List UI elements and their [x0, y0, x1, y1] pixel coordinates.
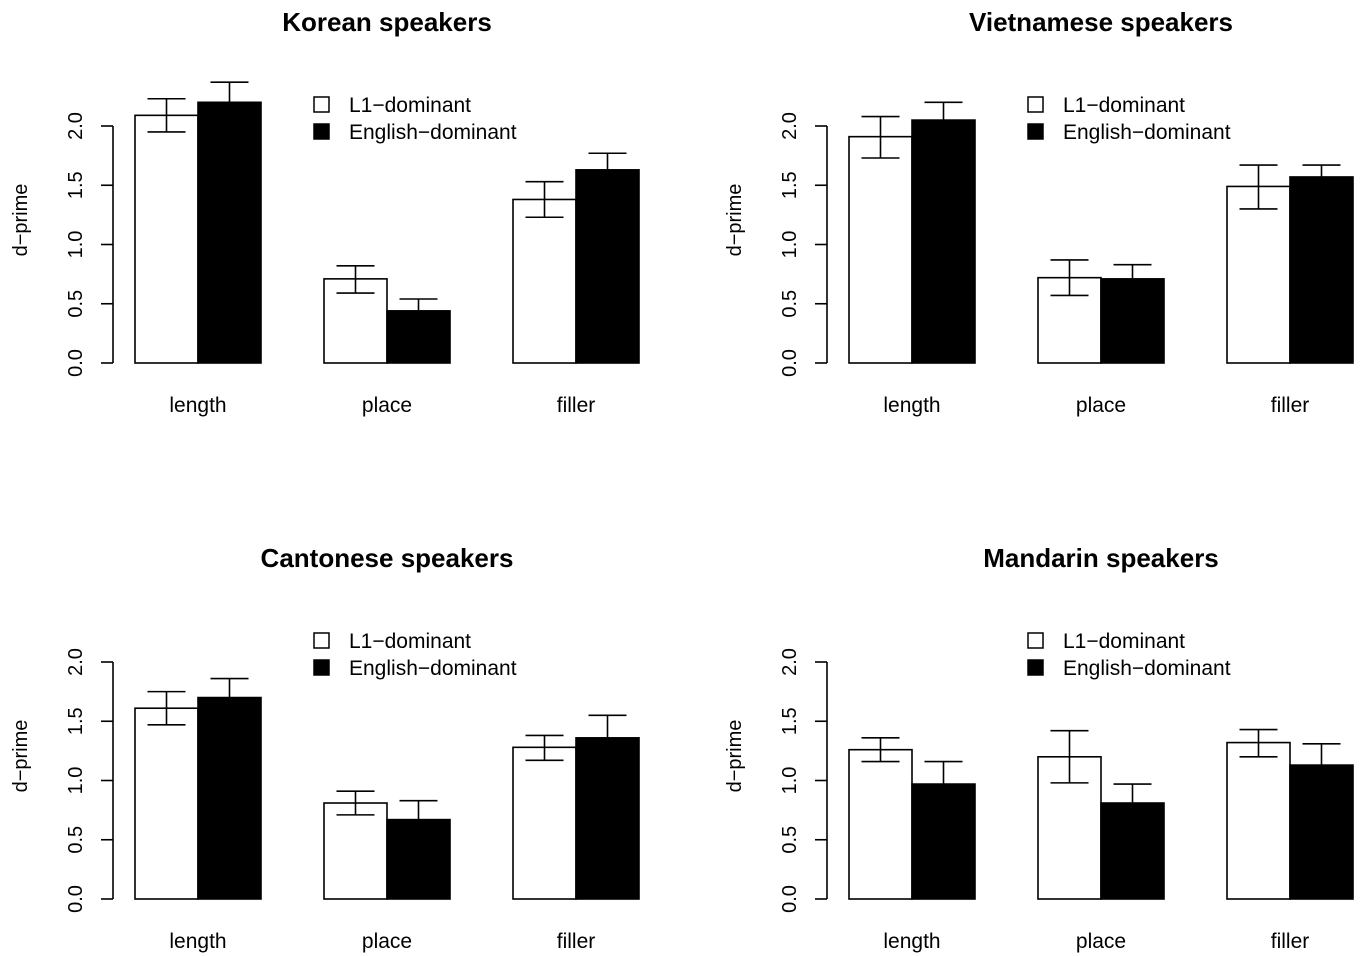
bar-filler-english-dominant: [575, 737, 640, 900]
y-tick-label: 2.0: [65, 648, 87, 676]
bar-length-english-dominant: [197, 696, 262, 900]
bar-filler-l1-dominant: [512, 746, 577, 900]
x-category-label: length: [169, 394, 226, 417]
x-category-label: filler: [557, 394, 596, 417]
y-tick-label: 2.0: [65, 112, 87, 140]
chart-title: Korean speakers: [282, 7, 492, 37]
bar-length-l1-dominant: [848, 135, 913, 364]
x-category-label: filler: [1271, 394, 1310, 417]
chart-title: Cantonese speakers: [261, 543, 514, 573]
legend-label: English−dominant: [349, 657, 517, 680]
legend-swatch: [313, 96, 330, 113]
bar-filler-english-dominant: [575, 169, 640, 364]
chart-panel-2: Cantonese speakers 0.0 0.5 1.0 1.5 2.0 d−prime…: [10, 543, 640, 953]
legend-swatch: [313, 123, 330, 140]
bar-filler-l1-dominant: [512, 198, 577, 364]
x-category-label: length: [883, 930, 940, 953]
y-tick-label: 0.0: [779, 885, 801, 913]
y-axis-label: d−prime: [10, 720, 32, 793]
bar-length-l1-dominant: [134, 707, 199, 900]
bar-filler-l1-dominant: [1226, 185, 1291, 364]
y-tick-label: 1.5: [779, 707, 801, 735]
bar-place-l1-dominant: [323, 802, 388, 900]
x-category-label: length: [883, 394, 940, 417]
bar-filler-english-dominant: [1289, 176, 1354, 364]
chart-panel-0: Korean speakers 0.0 0.5 1.0 1.5 2.0 d−prime len…: [10, 7, 640, 417]
bar-filler-l1-dominant: [1226, 741, 1291, 900]
legend-swatch: [313, 632, 330, 649]
legend-swatch: [1027, 632, 1044, 649]
y-tick-label: 1.0: [779, 767, 801, 795]
x-category-label: length: [169, 930, 226, 953]
legend-swatch: [1027, 123, 1044, 140]
bar-length-english-dominant: [911, 119, 976, 364]
legend-label: L1−dominant: [349, 94, 471, 117]
x-category-label: place: [362, 394, 412, 417]
y-tick-label: 1.0: [779, 231, 801, 259]
y-tick-label: 2.0: [779, 112, 801, 140]
chart-title: Mandarin speakers: [983, 543, 1219, 573]
legend-swatch: [1027, 659, 1044, 676]
x-category-label: place: [362, 930, 412, 953]
y-axis-label: d−prime: [724, 184, 746, 257]
legend-label: L1−dominant: [349, 630, 471, 653]
chart-panel-1: Vietnamese speakers 0.0 0.5 1.0 1.5 2.0 d−prim…: [724, 7, 1354, 417]
chart-title: Vietnamese speakers: [969, 7, 1233, 37]
y-axis-label: d−prime: [10, 184, 32, 257]
bar-length-english-dominant: [197, 101, 262, 364]
chart-panel-3: Mandarin speakers 0.0 0.5 1.0 1.5 2.0 d−prime l…: [724, 543, 1354, 953]
y-tick-label: 0.0: [65, 349, 87, 377]
x-category-label: filler: [1271, 930, 1310, 953]
legend-swatch: [313, 659, 330, 676]
bar-length-l1-dominant: [848, 748, 913, 900]
y-tick-label: 0.0: [779, 349, 801, 377]
y-tick-label: 1.5: [65, 707, 87, 735]
legend-label: English−dominant: [1063, 657, 1231, 680]
bar-place-english-dominant: [1100, 278, 1165, 364]
y-tick-label: 1.5: [65, 171, 87, 199]
x-category-label: place: [1076, 930, 1126, 953]
x-category-label: place: [1076, 394, 1126, 417]
bar-length-l1-dominant: [134, 114, 199, 364]
y-tick-label: 1.0: [65, 231, 87, 259]
legend-label: L1−dominant: [1063, 630, 1185, 653]
x-category-label: filler: [557, 930, 596, 953]
y-tick-label: 1.5: [779, 171, 801, 199]
legend-label: L1−dominant: [1063, 94, 1185, 117]
y-tick-label: 0.5: [779, 290, 801, 318]
legend-swatch: [1027, 96, 1044, 113]
y-axis-label: d−prime: [724, 720, 746, 793]
y-tick-label: 2.0: [779, 648, 801, 676]
y-tick-label: 0.5: [65, 826, 87, 854]
y-tick-label: 0.5: [65, 290, 87, 318]
legend-label: English−dominant: [349, 121, 517, 144]
y-tick-label: 0.0: [65, 885, 87, 913]
y-tick-label: 1.0: [65, 767, 87, 795]
y-tick-label: 0.5: [779, 826, 801, 854]
legend-label: English−dominant: [1063, 121, 1231, 144]
